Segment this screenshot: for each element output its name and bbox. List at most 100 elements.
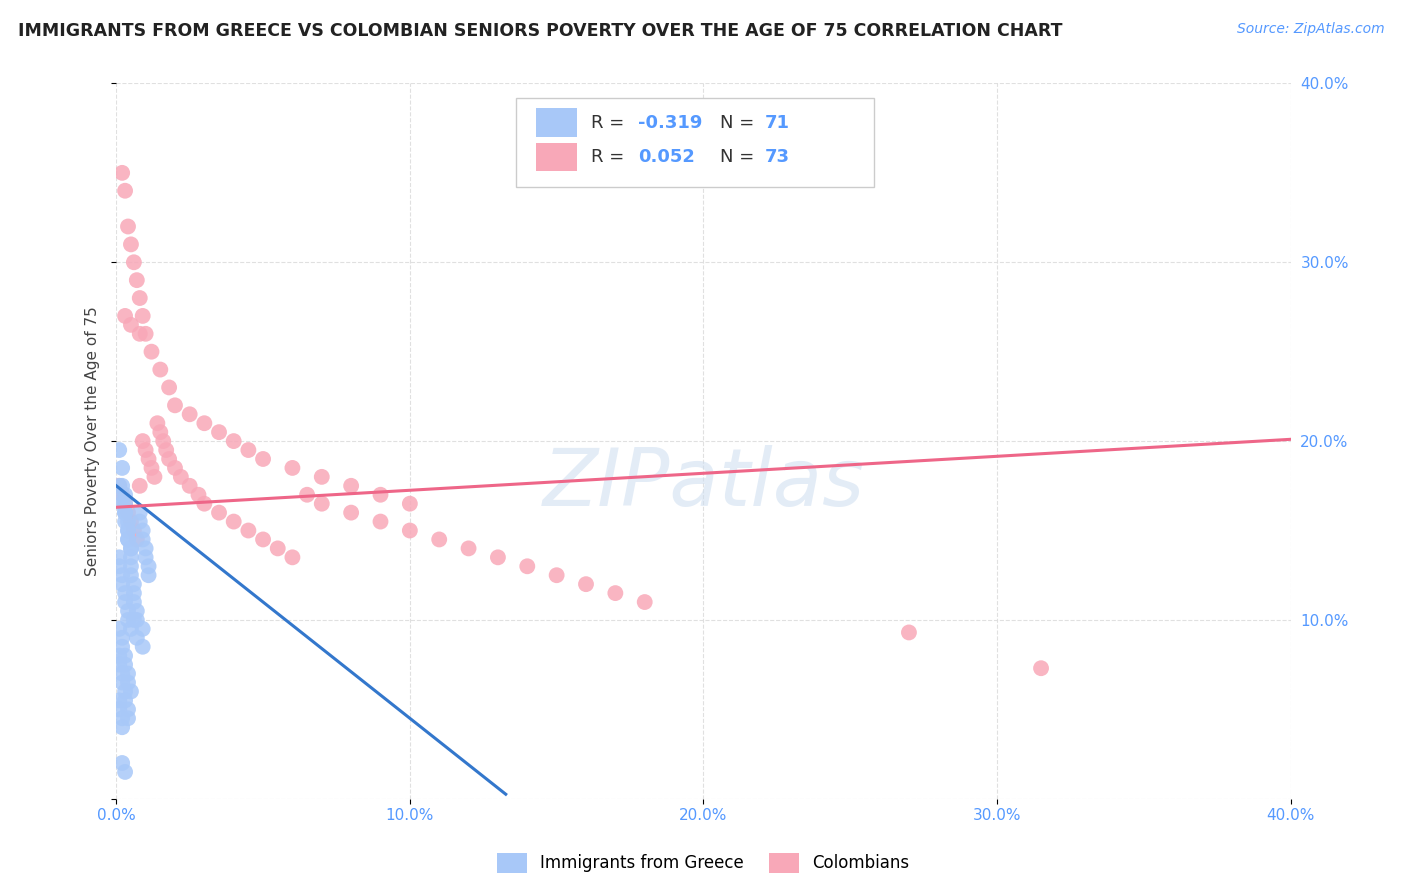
Point	[114, 488, 136, 502]
Point	[149, 425, 172, 439]
Point	[141, 461, 163, 475]
Point	[111, 666, 134, 681]
Point	[117, 524, 139, 538]
Y-axis label: Seniors Poverty Over the Age of 75: Seniors Poverty Over the Age of 75	[86, 306, 100, 576]
Point	[143, 470, 166, 484]
Legend: Immigrants from Greece, Colombians: Immigrants from Greece, Colombians	[491, 847, 915, 880]
Point	[117, 506, 139, 520]
Point	[128, 479, 150, 493]
Point	[546, 568, 568, 582]
FancyBboxPatch shape	[536, 109, 576, 137]
Point	[111, 166, 134, 180]
Point	[108, 702, 131, 716]
FancyBboxPatch shape	[516, 98, 873, 187]
Point	[605, 586, 627, 600]
Point	[135, 541, 157, 556]
Point	[311, 497, 333, 511]
Point	[149, 362, 172, 376]
Point	[114, 497, 136, 511]
Point	[122, 613, 145, 627]
Point	[108, 559, 131, 574]
Point	[125, 533, 148, 547]
Point	[122, 595, 145, 609]
Point	[114, 595, 136, 609]
Point	[108, 693, 131, 707]
Point	[141, 344, 163, 359]
Point	[1029, 661, 1052, 675]
Point	[370, 488, 392, 502]
Point	[111, 720, 134, 734]
Point	[117, 604, 139, 618]
Point	[108, 479, 131, 493]
Point	[138, 559, 160, 574]
Point	[117, 675, 139, 690]
Point	[311, 470, 333, 484]
Point	[114, 648, 136, 663]
Text: 71: 71	[765, 114, 790, 132]
Point	[117, 702, 139, 716]
Point	[125, 613, 148, 627]
Point	[114, 506, 136, 520]
Point	[516, 559, 538, 574]
Point	[399, 497, 422, 511]
Point	[114, 309, 136, 323]
Point	[193, 497, 215, 511]
Point	[111, 711, 134, 725]
Point	[108, 550, 131, 565]
Point	[281, 461, 304, 475]
Point	[125, 631, 148, 645]
Point	[399, 524, 422, 538]
Point	[114, 515, 136, 529]
Text: Source: ZipAtlas.com: Source: ZipAtlas.com	[1237, 22, 1385, 37]
Point	[111, 488, 134, 502]
Point	[187, 488, 209, 502]
Point	[108, 443, 131, 458]
Point	[170, 470, 193, 484]
Point	[146, 416, 169, 430]
Point	[114, 184, 136, 198]
Point	[111, 577, 134, 591]
Point	[222, 515, 245, 529]
Point	[138, 568, 160, 582]
Point	[120, 515, 142, 529]
Point	[157, 452, 180, 467]
Point	[135, 326, 157, 341]
Point	[128, 291, 150, 305]
Point	[340, 506, 363, 520]
Point	[281, 550, 304, 565]
Point	[131, 434, 153, 449]
Point	[114, 693, 136, 707]
Point	[114, 506, 136, 520]
Point	[108, 479, 131, 493]
Point	[427, 533, 450, 547]
Point	[111, 488, 134, 502]
Point	[111, 640, 134, 654]
Point	[120, 559, 142, 574]
Point	[108, 657, 131, 672]
Point	[117, 524, 139, 538]
Point	[117, 711, 139, 725]
Point	[114, 506, 136, 520]
Point	[108, 622, 131, 636]
Point	[457, 541, 479, 556]
Point	[120, 541, 142, 556]
Point	[111, 479, 134, 493]
Point	[117, 613, 139, 627]
Point	[111, 756, 134, 770]
Text: R =: R =	[591, 114, 630, 132]
Point	[897, 625, 920, 640]
Point	[120, 550, 142, 565]
Point	[157, 380, 180, 394]
Point	[222, 434, 245, 449]
Point	[131, 622, 153, 636]
Point	[122, 255, 145, 269]
Point	[122, 586, 145, 600]
Point	[114, 657, 136, 672]
Point	[128, 326, 150, 341]
Point	[340, 479, 363, 493]
Point	[117, 533, 139, 547]
Point	[152, 434, 174, 449]
Point	[208, 506, 231, 520]
Point	[120, 684, 142, 698]
Point	[120, 318, 142, 332]
